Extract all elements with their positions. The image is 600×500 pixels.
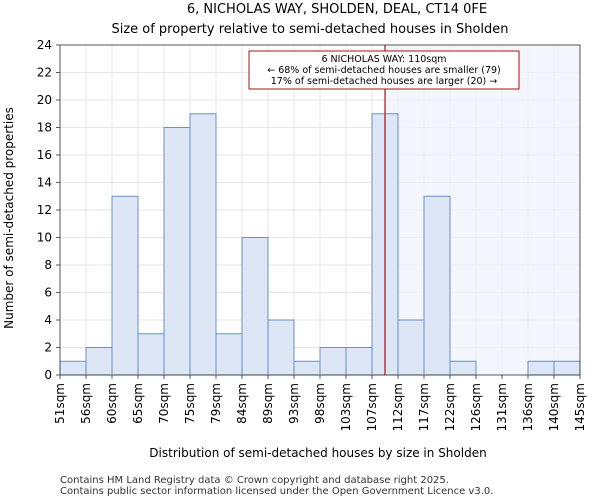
x-tick-label: 107sqm (365, 383, 379, 431)
y-tick-label: 18 (37, 121, 52, 135)
x-tick-label: 79sqm (209, 383, 223, 424)
bar-122sqm (449, 360, 477, 376)
x-axis-label: Distribution of semi-detached houses by … (149, 446, 486, 460)
y-tick-label: 20 (37, 93, 52, 107)
x-axis-ticks: 51sqm 56sqm 60sqm 65sqm 70sqm 75sqm 79sqm 84sqm… (53, 375, 587, 431)
bar-75sqm (189, 113, 217, 376)
bar-140sqm (553, 360, 581, 376)
x-tick-label: 56sqm (79, 383, 93, 424)
y-tick-label: 22 (37, 66, 52, 80)
bar-70sqm (163, 127, 191, 376)
x-tick-label: 103sqm (339, 383, 353, 431)
y-tick-label: 16 (37, 148, 52, 162)
x-tick-label: 98sqm (313, 383, 327, 424)
x-tick-label: 145sqm (573, 383, 587, 431)
annotation-box: 6 NICHOLAS WAY: 110sqm ← 68% of semi-det… (248, 50, 520, 90)
annotation-line2: ← 68% of semi-detached houses are smalle… (267, 65, 501, 76)
x-tick-label: 122sqm (443, 383, 457, 431)
y-tick-label: 6 (44, 286, 52, 300)
bar-84sqm (241, 237, 269, 376)
y-axis-label: Number of semi-detached properties (2, 107, 16, 329)
bar-112sqm (397, 319, 425, 376)
x-tick-label: 75sqm (183, 383, 197, 424)
y-tick-label: 2 (44, 341, 52, 355)
bar-65sqm (137, 333, 165, 376)
bar-51sqm (59, 360, 87, 376)
x-tick-label: 126sqm (469, 383, 483, 431)
y-tick-label: 4 (44, 313, 52, 327)
y-tick-label: 8 (44, 258, 52, 272)
y-tick-label: 12 (37, 203, 52, 217)
x-tick-label: 93sqm (287, 383, 301, 424)
x-tick-label: 117sqm (417, 383, 431, 431)
bar-56sqm (85, 347, 113, 376)
x-tick-label: 112sqm (391, 383, 405, 431)
y-tick-label: 10 (37, 231, 52, 245)
annotation-line3: 17% of semi-detached houses are larger (… (271, 76, 498, 87)
chart-title-line2: Size of property relative to semi-detach… (111, 22, 508, 37)
bar-93sqm (293, 360, 321, 376)
bar-117sqm (423, 195, 451, 376)
bar-89sqm (267, 319, 295, 376)
bar-136sqm (527, 360, 555, 376)
x-tick-label: 51sqm (53, 383, 67, 424)
x-tick-label: 131sqm (495, 383, 509, 431)
footer-line2: Contains public sector information licen… (60, 486, 493, 497)
x-tick-label: 89sqm (261, 383, 275, 424)
bar-79sqm (215, 333, 243, 376)
x-tick-label: 65sqm (131, 383, 145, 424)
bar-98sqm (319, 347, 347, 376)
y-tick-label: 24 (37, 38, 52, 52)
bar-60sqm (111, 195, 139, 376)
x-tick-label: 140sqm (547, 383, 561, 431)
bar-103sqm (345, 347, 373, 376)
y-tick-label: 0 (44, 368, 52, 382)
x-tick-label: 70sqm (157, 383, 171, 424)
footer-line1: Contains HM Land Registry data © Crown c… (60, 475, 449, 486)
chart-title-line1: 6, NICHOLAS WAY, SHOLDEN, DEAL, CT14 0FE (187, 2, 487, 17)
annotation-line1: 6 NICHOLAS WAY: 110sqm (321, 54, 446, 65)
x-tick-label: 60sqm (105, 383, 119, 424)
x-tick-label: 84sqm (235, 383, 249, 424)
x-tick-label: 136sqm (521, 383, 535, 431)
y-tick-label: 14 (37, 176, 52, 190)
